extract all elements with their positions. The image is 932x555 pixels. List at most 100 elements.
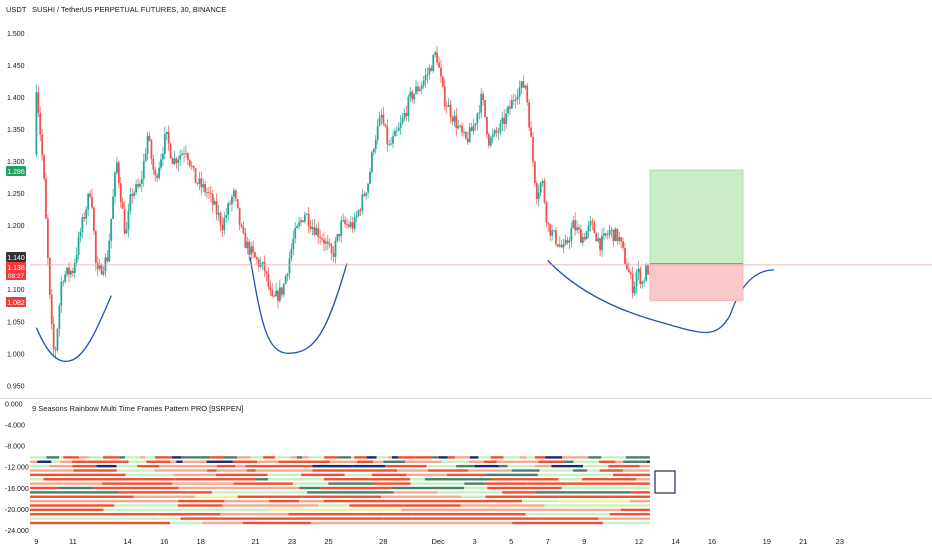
indicator-segment — [194, 456, 210, 458]
candle-body — [400, 123, 402, 128]
candle-body — [154, 170, 156, 176]
candle-body — [545, 202, 547, 222]
indicator-segment — [482, 500, 522, 502]
candle-body — [99, 265, 101, 269]
candle-body — [528, 102, 530, 127]
candle-body — [605, 233, 607, 235]
candle-body — [39, 113, 41, 135]
candle-body — [185, 153, 187, 154]
candle-body — [530, 128, 532, 137]
candle-body — [425, 75, 427, 80]
candle-body — [609, 230, 611, 234]
candle-body — [135, 184, 137, 192]
candle-body — [438, 63, 440, 68]
candle-body — [413, 94, 415, 100]
candle-body — [93, 208, 95, 232]
candle-body — [622, 241, 624, 247]
indicator-segment — [321, 487, 392, 489]
candle-body — [204, 184, 206, 192]
candle-body — [463, 132, 465, 133]
candle-body — [628, 269, 630, 272]
indicator-segment — [376, 469, 397, 471]
indicator-segment — [349, 504, 403, 506]
candle-body — [112, 197, 114, 219]
candle-body — [496, 130, 498, 132]
candle-body — [254, 252, 256, 257]
indicator-segment — [324, 456, 338, 458]
indicator-segment — [357, 461, 373, 463]
candle-body — [632, 274, 634, 293]
indicator-segment — [484, 482, 527, 484]
indicator-segment — [328, 482, 373, 484]
candle-body — [639, 269, 641, 284]
candle-body — [536, 183, 538, 199]
indicator-segment — [598, 517, 650, 519]
indicator-segment — [613, 474, 632, 476]
candle-body — [580, 230, 582, 243]
time-tick-label: 14 — [671, 537, 679, 546]
indicator-segment — [166, 469, 207, 471]
candle-body — [402, 118, 404, 123]
indicator-segment — [72, 465, 96, 467]
candle-body — [187, 153, 189, 160]
candle-body — [83, 217, 85, 219]
indicator-segment — [601, 487, 650, 489]
position-tool[interactable] — [650, 170, 743, 301]
indicator-segment — [387, 478, 410, 480]
indicator-segment — [410, 478, 425, 480]
indicator-tick-label: -20.000 — [5, 507, 29, 514]
candle-body — [118, 162, 120, 183]
indicator-segment — [520, 456, 523, 458]
indicator-segment — [522, 500, 558, 502]
indicator-segment — [398, 456, 403, 458]
price-tick-label: 1.400 — [7, 95, 25, 102]
indicator-segment — [504, 456, 520, 458]
candle-body — [313, 227, 315, 235]
indicator-segment — [381, 496, 461, 498]
candle-body — [306, 214, 308, 215]
time-tick-label: 3 — [473, 537, 477, 546]
indicator-segment — [613, 496, 646, 498]
indicator-tick-label: -4.000 — [5, 423, 25, 430]
indicator-segment — [410, 482, 464, 484]
indicator-segment — [30, 500, 88, 502]
candle-body — [630, 272, 632, 274]
candle-body — [538, 193, 540, 199]
candle-body — [340, 221, 342, 236]
symbol-title[interactable]: SUSHI / TetherUS PERPETUAL FUTURES, 30, … — [32, 5, 226, 14]
indicator-segment — [146, 461, 170, 463]
price-tick-label: 1.200 — [7, 223, 25, 230]
candle-body — [358, 210, 360, 215]
indicator-segment — [615, 461, 623, 463]
indicator-title[interactable]: 9 Seasons Rainbow Multi Time Frames Patt… — [32, 404, 243, 413]
candle-body — [601, 236, 603, 251]
indicator-segment — [268, 478, 324, 480]
indicator-segment — [334, 517, 383, 519]
candle-body — [183, 154, 185, 155]
candle-body — [37, 92, 39, 113]
candle-body — [392, 136, 394, 143]
candle-body — [519, 88, 521, 97]
candle-body — [279, 287, 281, 300]
candle-body — [490, 138, 492, 146]
indicator-segment — [632, 474, 648, 476]
candle-body — [471, 127, 473, 131]
indicator-segment — [74, 469, 117, 471]
indicator-tick-label: 0.000 — [5, 402, 23, 409]
indicator-segment — [104, 509, 230, 511]
indicator-segment — [30, 474, 73, 476]
indicator-segment — [587, 469, 599, 471]
candle-body — [128, 211, 130, 229]
indicator-segment — [30, 517, 181, 519]
indicator-segment — [30, 491, 118, 493]
indicator-segment — [373, 461, 383, 463]
indicator-segment — [256, 478, 269, 480]
candle-body — [237, 199, 239, 208]
take-profit-zone[interactable] — [650, 170, 743, 264]
candle-body — [271, 290, 273, 296]
stop-loss-zone[interactable] — [650, 264, 743, 301]
candle-body — [494, 130, 496, 134]
indicator-segment — [475, 465, 499, 467]
